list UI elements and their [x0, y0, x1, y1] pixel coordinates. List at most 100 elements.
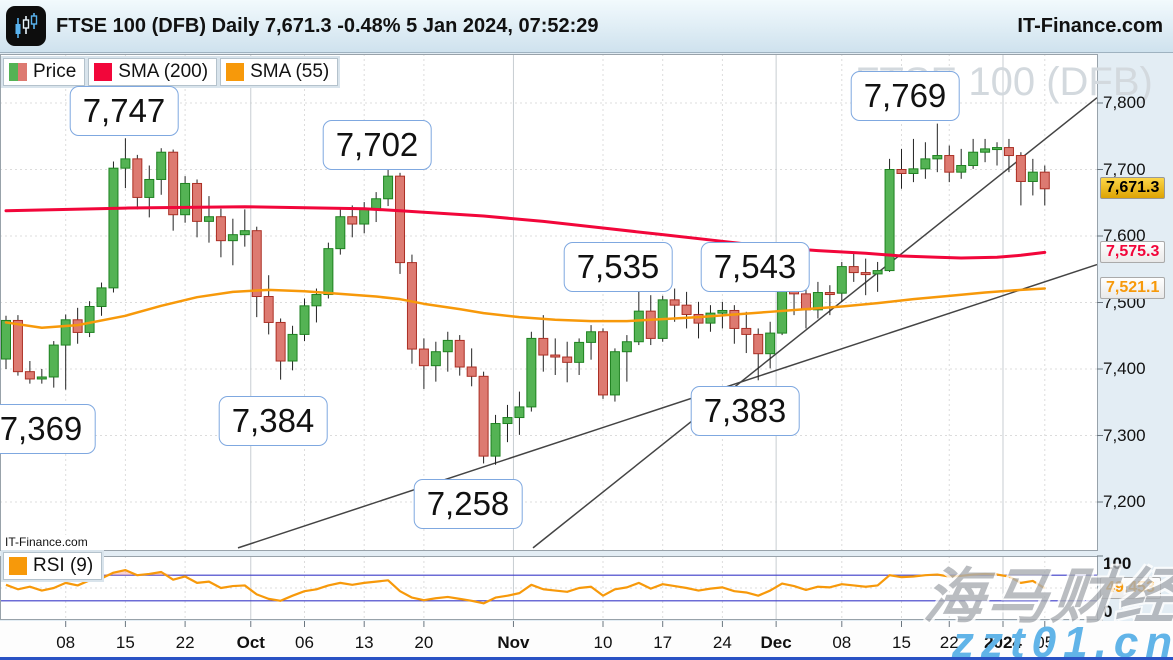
y-axis-label: 7,300: [1103, 425, 1146, 445]
candle-up: [812, 292, 823, 311]
last-price-badge: 7,671.3: [1100, 176, 1166, 199]
rsi-value-badge: 49.453: [1100, 577, 1161, 600]
candle-down: [550, 354, 561, 358]
y-axis-label: 7,200: [1103, 492, 1146, 511]
candle-up: [621, 341, 632, 353]
price-callout: 7,258: [413, 479, 523, 529]
candle-up: [514, 406, 525, 419]
candle-down: [1003, 147, 1014, 157]
candle-up: [633, 310, 644, 343]
candle-up: [609, 351, 620, 396]
candlestick-logo-icon: [6, 6, 46, 46]
candle-down: [1039, 171, 1050, 190]
x-axis-label: 13: [354, 633, 374, 652]
y-axis-label: 7,700: [1103, 159, 1146, 179]
candle-down: [275, 321, 286, 362]
source-caption: IT-Finance.com: [3, 535, 90, 549]
legend-sma55-chip[interactable]: SMA (55): [220, 58, 339, 86]
x-axis-label: 08: [56, 633, 76, 652]
candle-up: [156, 151, 167, 180]
candle-down: [753, 333, 764, 355]
x-axis-label: 20: [414, 633, 434, 652]
candle-down: [168, 151, 179, 216]
candle-up: [96, 287, 107, 307]
candle-down: [848, 266, 859, 274]
candle-down: [896, 169, 907, 174]
candle-up: [836, 266, 847, 294]
x-axis-label: Nov: [497, 633, 530, 652]
x-axis-label: 06: [295, 633, 314, 652]
sma55-line: [4, 287, 1047, 330]
candle-up: [705, 312, 716, 324]
candle-down: [741, 327, 752, 335]
price-callout: 7,702: [322, 120, 432, 170]
candle-down: [729, 309, 740, 329]
x-axis-label: 15: [892, 633, 911, 652]
y-axis-label: 7,400: [1103, 359, 1146, 378]
price-callout: 7,747: [69, 86, 179, 136]
candle-up: [574, 341, 585, 363]
x-axis-label: Dec: [760, 633, 792, 652]
candle-up: [299, 305, 310, 335]
candle-up: [36, 376, 47, 380]
candle-up: [227, 234, 238, 242]
brand-link[interactable]: IT-Finance.com: [1017, 14, 1163, 37]
candle-up: [335, 216, 346, 250]
sma200-swatch-icon: [94, 63, 113, 81]
legend-sma55-label: SMA (55): [250, 61, 330, 82]
candle-up: [144, 178, 155, 198]
candle-down: [669, 299, 680, 306]
candle-up: [872, 270, 883, 275]
x-axis-label: 22: [939, 633, 959, 652]
candle-down: [538, 337, 549, 356]
candle-up: [502, 417, 513, 425]
candle-up: [323, 248, 334, 296]
y-axis-label: 7,600: [1103, 226, 1146, 245]
candle-down: [406, 262, 417, 350]
candle-down: [192, 182, 203, 222]
candle-up: [586, 331, 597, 343]
candle-up: [371, 198, 382, 210]
candle-down: [12, 319, 23, 373]
x-axis-label: 15: [115, 633, 135, 652]
rsi-swatch-icon: [9, 557, 27, 575]
candle-down: [681, 304, 692, 315]
price-callout: 7,535: [563, 242, 673, 292]
x-axis-label: 22: [175, 633, 195, 652]
price-callout: 7,369: [0, 404, 96, 454]
price-pane-bg: [0, 54, 1097, 551]
candle-up: [60, 319, 71, 346]
x-axis-label: 10: [593, 633, 613, 652]
legend-rsi-chip[interactable]: RSI (9): [3, 552, 103, 580]
candle-up: [526, 337, 537, 408]
title-bar: FTSE 100 (DFB) Daily 7,671.3 -0.48% 5 Ja…: [0, 0, 1173, 53]
y-axis-label: 7,800: [1103, 93, 1146, 112]
candle-up: [180, 182, 191, 216]
rsi-line: [5, 568, 1046, 605]
legend-price-chip[interactable]: Price: [3, 58, 86, 86]
sma55-swatch-icon: [226, 63, 245, 81]
candle-up: [932, 155, 943, 160]
x-axis-label: 05: [1035, 633, 1055, 652]
x-axis-label: 2024: [984, 633, 1022, 652]
candle-up: [1, 319, 11, 360]
x-axis-label: 17: [653, 633, 673, 652]
legend-sma200-chip[interactable]: SMA (200): [88, 58, 218, 86]
rsi-pane-bg: [0, 556, 1097, 620]
candle-up: [717, 309, 728, 314]
candle-down: [395, 175, 406, 264]
candle-down: [944, 155, 955, 173]
candle-down: [693, 313, 704, 324]
trendline: [237, 263, 1098, 549]
candle-down: [860, 272, 871, 276]
candle-up: [359, 208, 370, 225]
site-watermark: zzt01.cn: [952, 618, 1173, 660]
candle-up: [908, 168, 919, 174]
candle-up: [239, 230, 250, 236]
x-axis-strip-bg: [0, 621, 1173, 657]
candle-down: [263, 296, 274, 323]
candle-up: [84, 305, 95, 333]
candle-up: [490, 423, 501, 457]
